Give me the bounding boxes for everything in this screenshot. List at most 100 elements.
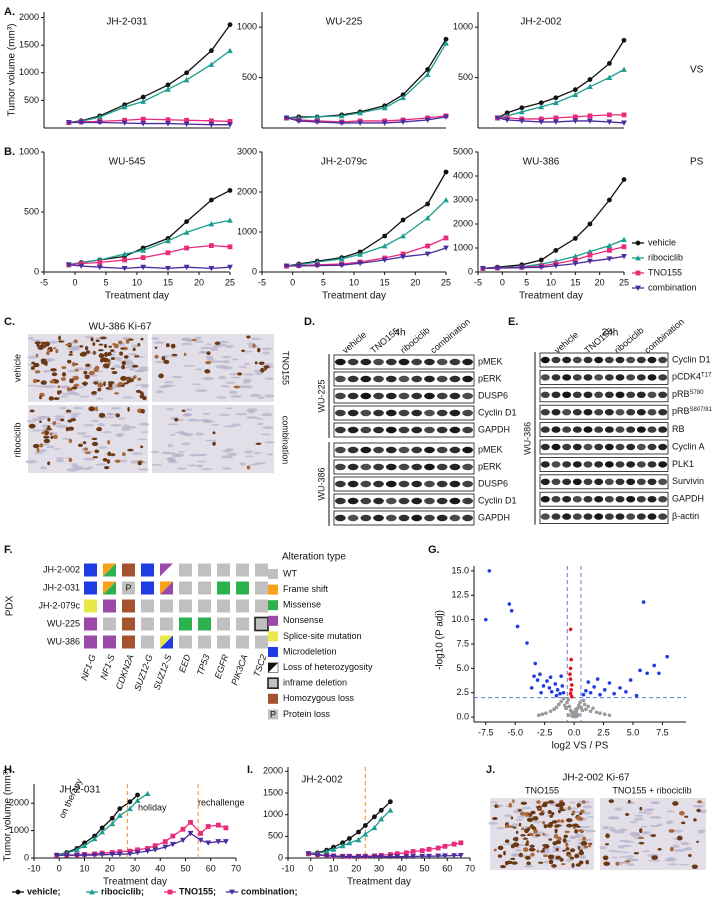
nucleus: [505, 861, 509, 866]
stroma: [134, 384, 141, 387]
nucleus: [103, 381, 106, 387]
series-line: [68, 264, 231, 270]
data-point: [479, 266, 486, 272]
alteration-cell: [255, 581, 268, 595]
blot-band: [436, 426, 448, 434]
nucleus: [40, 358, 47, 363]
blot-band: [385, 463, 397, 471]
nucleus: [508, 802, 512, 808]
nucleus: [137, 461, 142, 466]
blot-band: [572, 409, 582, 416]
data-point: [410, 849, 416, 854]
nucleus: [47, 417, 51, 422]
blot-band: [436, 375, 448, 383]
data-point: [209, 197, 214, 203]
panel-label: A.: [4, 6, 15, 18]
blot-band: [385, 426, 397, 434]
blot-band: [462, 358, 473, 366]
blot-band: [449, 480, 461, 488]
nucleus: [31, 361, 35, 365]
blot-band: [604, 426, 614, 433]
x-tick-label: 10: [132, 277, 142, 287]
column-label: EGFR: [213, 653, 231, 680]
nucleus: [52, 347, 57, 350]
blot-band: [626, 409, 636, 416]
stroma: [202, 420, 211, 423]
x-tick-label: 25: [619, 277, 629, 287]
nucleus: [526, 840, 529, 845]
nucleus: [60, 377, 67, 381]
data-point: [582, 702, 587, 707]
column-label: PIK3CA: [229, 653, 249, 687]
data-point: [338, 255, 345, 262]
blot-band: [424, 358, 435, 366]
series-line: [497, 114, 624, 120]
stroma: [206, 357, 215, 361]
blot-band: [647, 478, 657, 485]
blot-band: [594, 356, 604, 364]
blot-band: [540, 496, 550, 503]
alteration-cell: [255, 599, 268, 613]
blot-band: [658, 356, 668, 364]
blot-row: [539, 509, 669, 525]
chart-title: WU-545: [109, 157, 146, 168]
blot-band: [347, 480, 359, 488]
data-point: [591, 706, 595, 711]
y-tick-label: 5000: [453, 146, 473, 156]
stroma: [249, 393, 261, 398]
x-tick-label: 60: [442, 863, 452, 873]
chart-title: JH-2-002: [520, 17, 562, 28]
alteration-cell: [103, 599, 116, 613]
x-tick-label: 5: [103, 277, 108, 287]
blot-band: [658, 374, 668, 381]
nucleus: [73, 339, 78, 344]
data-point: [165, 250, 171, 256]
stroma: [205, 439, 218, 442]
stroma: [81, 435, 93, 438]
stroma: [205, 343, 212, 346]
data-point: [562, 703, 567, 708]
blot-row: [539, 369, 669, 385]
nucleus: [124, 382, 129, 385]
blot-band: [373, 463, 384, 471]
nucleus: [66, 387, 72, 392]
legend-label: Frame shift: [283, 584, 329, 594]
data-point: [443, 40, 449, 46]
series-line: [497, 68, 625, 119]
blot-band: [347, 426, 359, 434]
y-tick-label: 500: [24, 95, 39, 105]
nucleus: [137, 343, 141, 347]
nucleus: [556, 836, 562, 840]
blot-band: [373, 409, 384, 417]
data-point: [400, 254, 406, 260]
nucleus: [112, 342, 116, 346]
data-point: [665, 654, 669, 659]
data-point: [198, 830, 204, 836]
nucleus: [562, 849, 567, 852]
stroma: [177, 419, 185, 422]
blot-band: [385, 358, 397, 366]
data-point: [557, 702, 561, 707]
nucleus: [241, 349, 245, 352]
nucleus: [525, 843, 529, 846]
data-point: [209, 48, 214, 54]
blot-band: [583, 374, 593, 381]
nucleus: [28, 423, 36, 429]
stroma: [603, 826, 614, 829]
nucleus: [139, 394, 144, 399]
stroma: [533, 820, 543, 824]
stroma: [202, 412, 210, 415]
stroma: [192, 419, 204, 422]
data-point: [533, 661, 538, 666]
nucleus: [84, 374, 90, 380]
blot-band: [540, 426, 550, 433]
blot-band: [335, 426, 346, 434]
nucleus: [61, 365, 67, 370]
row-label: JH-2-031: [43, 582, 80, 592]
blot-band: [647, 513, 657, 520]
data-point: [371, 854, 378, 860]
stroma: [614, 807, 623, 811]
data-point: [346, 854, 353, 860]
data-point: [183, 229, 190, 235]
